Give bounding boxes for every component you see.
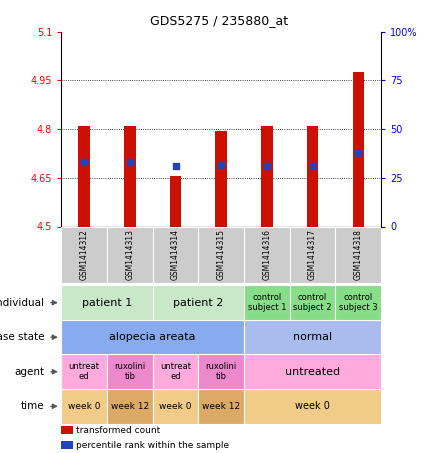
Bar: [290, 226, 336, 283]
Point: [81, 158, 88, 165]
Bar: [244, 354, 381, 389]
Bar: [153, 285, 244, 320]
Text: GSM1414313: GSM1414313: [125, 229, 134, 280]
Point: [172, 163, 179, 170]
Bar: [336, 285, 381, 320]
Text: control
subject 2: control subject 2: [293, 293, 332, 313]
Text: individual: individual: [0, 298, 44, 308]
Bar: [290, 285, 336, 320]
Text: week 0: week 0: [159, 402, 192, 411]
Text: ruxolini
tib: ruxolini tib: [205, 362, 237, 381]
Bar: [198, 389, 244, 424]
Text: untreat
ed: untreat ed: [69, 362, 100, 381]
Bar: [107, 354, 153, 389]
Text: GSM1414317: GSM1414317: [308, 229, 317, 280]
Point: [355, 150, 362, 157]
Text: normal: normal: [293, 332, 332, 342]
Bar: [61, 226, 107, 283]
Text: time: time: [21, 401, 44, 411]
Bar: [153, 389, 198, 424]
Text: transformed count: transformed count: [76, 426, 161, 435]
Point: [263, 163, 270, 170]
Text: control
subject 3: control subject 3: [339, 293, 378, 313]
Bar: [61, 441, 73, 449]
Bar: [78, 126, 90, 226]
Text: alopecia areata: alopecia areata: [110, 332, 196, 342]
Bar: [198, 226, 244, 283]
Text: GSM1414312: GSM1414312: [80, 229, 88, 280]
Text: week 12: week 12: [111, 402, 149, 411]
Bar: [244, 320, 381, 354]
Point: [218, 161, 225, 169]
Bar: [153, 354, 198, 389]
Bar: [198, 354, 244, 389]
Text: agent: agent: [14, 367, 44, 377]
Bar: [244, 389, 381, 424]
Bar: [244, 285, 290, 320]
Bar: [261, 126, 272, 226]
Text: untreat
ed: untreat ed: [160, 362, 191, 381]
Point: [126, 158, 133, 165]
Text: GDS5275 / 235880_at: GDS5275 / 235880_at: [150, 14, 288, 27]
Text: percentile rank within the sample: percentile rank within the sample: [76, 441, 230, 449]
Bar: [107, 389, 153, 424]
Text: week 0: week 0: [295, 401, 330, 411]
Text: untreated: untreated: [285, 367, 340, 377]
Text: GSM1414316: GSM1414316: [262, 229, 272, 280]
Bar: [307, 126, 318, 226]
Bar: [153, 226, 198, 283]
Text: GSM1414318: GSM1414318: [354, 229, 363, 280]
Point: [309, 163, 316, 170]
Bar: [170, 176, 181, 226]
Text: GSM1414314: GSM1414314: [171, 229, 180, 280]
Bar: [336, 226, 381, 283]
Bar: [244, 226, 290, 283]
Bar: [61, 354, 107, 389]
Bar: [61, 389, 107, 424]
Text: disease state: disease state: [0, 332, 44, 342]
Bar: [353, 72, 364, 226]
Bar: [61, 285, 153, 320]
Bar: [124, 126, 135, 226]
Text: ruxolini
tib: ruxolini tib: [114, 362, 145, 381]
Bar: [215, 131, 227, 226]
Bar: [61, 320, 244, 354]
Text: week 0: week 0: [68, 402, 100, 411]
Bar: [61, 426, 73, 434]
Bar: [107, 226, 153, 283]
Text: patient 2: patient 2: [173, 298, 223, 308]
Text: patient 1: patient 1: [82, 298, 132, 308]
Text: control
subject 1: control subject 1: [247, 293, 286, 313]
Text: week 12: week 12: [202, 402, 240, 411]
Text: GSM1414315: GSM1414315: [217, 229, 226, 280]
